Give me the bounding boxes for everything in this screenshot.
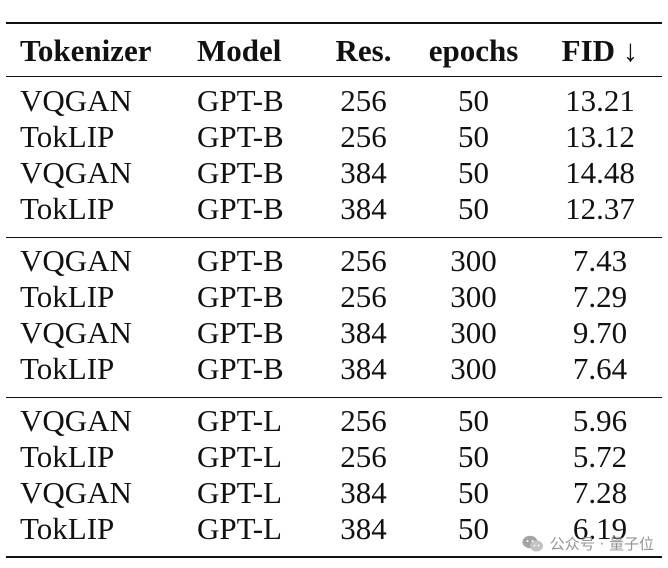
cell-resolution: 384 [340, 154, 387, 190]
header-row: Tokenizer Model Res. epochs FID ↓ [6, 24, 662, 76]
table-row: TokLIP GPT-L 384 50 6.19 [6, 510, 662, 546]
cell-model: GPT-B [197, 154, 284, 190]
cell-fid: 12.37 [565, 190, 635, 226]
table-row: TokLIP GPT-B 384 300 7.64 [6, 350, 662, 386]
table-row: TokLIP GPT-B 256 300 7.29 [6, 278, 662, 314]
cell-resolution: 384 [340, 190, 387, 226]
cell-fid: 7.28 [572, 474, 628, 510]
top-rule [6, 22, 662, 24]
cell-tokenizer: TokLIP [20, 190, 115, 226]
cell-epochs: 50 [458, 82, 489, 118]
cell-model: GPT-L [197, 474, 282, 510]
cell-tokenizer: VQGAN [20, 314, 132, 350]
cell-tokenizer: TokLIP [20, 438, 115, 474]
cell-tokenizer: VQGAN [20, 474, 132, 510]
group-rule-1 [6, 237, 662, 238]
cell-fid: 7.29 [572, 278, 628, 314]
cell-tokenizer: VQGAN [20, 242, 132, 278]
cell-resolution: 256 [340, 278, 387, 314]
cell-epochs: 300 [450, 278, 497, 314]
cell-fid: 13.12 [565, 118, 635, 154]
cell-fid: 13.21 [565, 82, 635, 118]
cell-tokenizer: VQGAN [20, 82, 132, 118]
cell-model: GPT-B [197, 278, 284, 314]
cell-epochs: 50 [458, 190, 489, 226]
cell-fid: 14.48 [565, 154, 635, 190]
header-model: Model [197, 32, 282, 68]
cell-model: GPT-B [197, 350, 284, 386]
cell-resolution: 256 [340, 82, 387, 118]
results-table: Tokenizer Model Res. epochs FID ↓ VQGAN … [6, 24, 662, 546]
table-row: VQGAN GPT-B 256 300 7.43 [6, 242, 662, 278]
cell-model: GPT-L [197, 510, 282, 546]
header-epochs: epochs [428, 32, 519, 68]
cell-resolution: 256 [340, 242, 387, 278]
cell-tokenizer: TokLIP [20, 118, 115, 154]
cell-fid: 7.43 [572, 242, 628, 278]
cell-fid: 7.64 [572, 350, 628, 386]
cell-fid: 6.19 [572, 510, 628, 546]
cell-model: GPT-B [197, 190, 284, 226]
header-fid: FID ↓ [561, 32, 639, 68]
header-tokenizer: Tokenizer [20, 32, 152, 68]
cell-epochs: 50 [458, 510, 489, 546]
table-row: TokLIP GPT-L 256 50 5.72 [6, 438, 662, 474]
cell-resolution: 384 [340, 314, 387, 350]
cell-model: GPT-L [197, 438, 282, 474]
cell-model: GPT-L [197, 402, 282, 438]
table-row: VQGAN GPT-L 384 50 7.28 [6, 474, 662, 510]
cell-fid: 5.96 [572, 402, 628, 438]
cell-tokenizer: TokLIP [20, 350, 115, 386]
watermark: 公众号 · 量子位 [522, 533, 654, 554]
cell-epochs: 300 [450, 242, 497, 278]
cell-resolution: 384 [340, 474, 387, 510]
cell-tokenizer: TokLIP [20, 510, 115, 546]
cell-model: GPT-B [197, 82, 284, 118]
header-resolution: Res. [335, 32, 392, 68]
cell-fid: 5.72 [572, 438, 628, 474]
cell-model: GPT-B [197, 314, 284, 350]
table-row: VQGAN GPT-B 384 50 14.48 [6, 154, 662, 190]
cell-resolution: 256 [340, 402, 387, 438]
cell-epochs: 50 [458, 402, 489, 438]
table-row: VQGAN GPT-B 384 300 9.70 [6, 314, 662, 350]
bottom-rule [6, 556, 662, 558]
header-rule [6, 76, 662, 77]
cell-model: GPT-B [197, 242, 284, 278]
cell-resolution: 256 [340, 118, 387, 154]
wechat-icon [522, 535, 543, 551]
cell-resolution: 384 [340, 350, 387, 386]
cell-tokenizer: VQGAN [20, 154, 132, 190]
cell-fid: 9.70 [572, 314, 628, 350]
cell-resolution: 256 [340, 438, 387, 474]
cell-epochs: 50 [458, 474, 489, 510]
cell-epochs: 50 [458, 118, 489, 154]
cell-epochs: 50 [458, 154, 489, 190]
cell-epochs: 300 [450, 314, 497, 350]
cell-epochs: 50 [458, 438, 489, 474]
table-row: TokLIP GPT-B 384 50 12.37 [6, 190, 662, 226]
table-row: TokLIP GPT-B 256 50 13.12 [6, 118, 662, 154]
cell-model: GPT-B [197, 118, 284, 154]
table-row: VQGAN GPT-L 256 50 5.96 [6, 402, 662, 438]
cell-epochs: 300 [450, 350, 497, 386]
cell-tokenizer: VQGAN [20, 402, 132, 438]
group-rule-2 [6, 397, 662, 398]
table-row: VQGAN GPT-B 256 50 13.21 [6, 82, 662, 118]
cell-resolution: 384 [340, 510, 387, 546]
watermark-text: 公众号 · 量子位 [549, 535, 654, 553]
cell-tokenizer: TokLIP [20, 278, 115, 314]
